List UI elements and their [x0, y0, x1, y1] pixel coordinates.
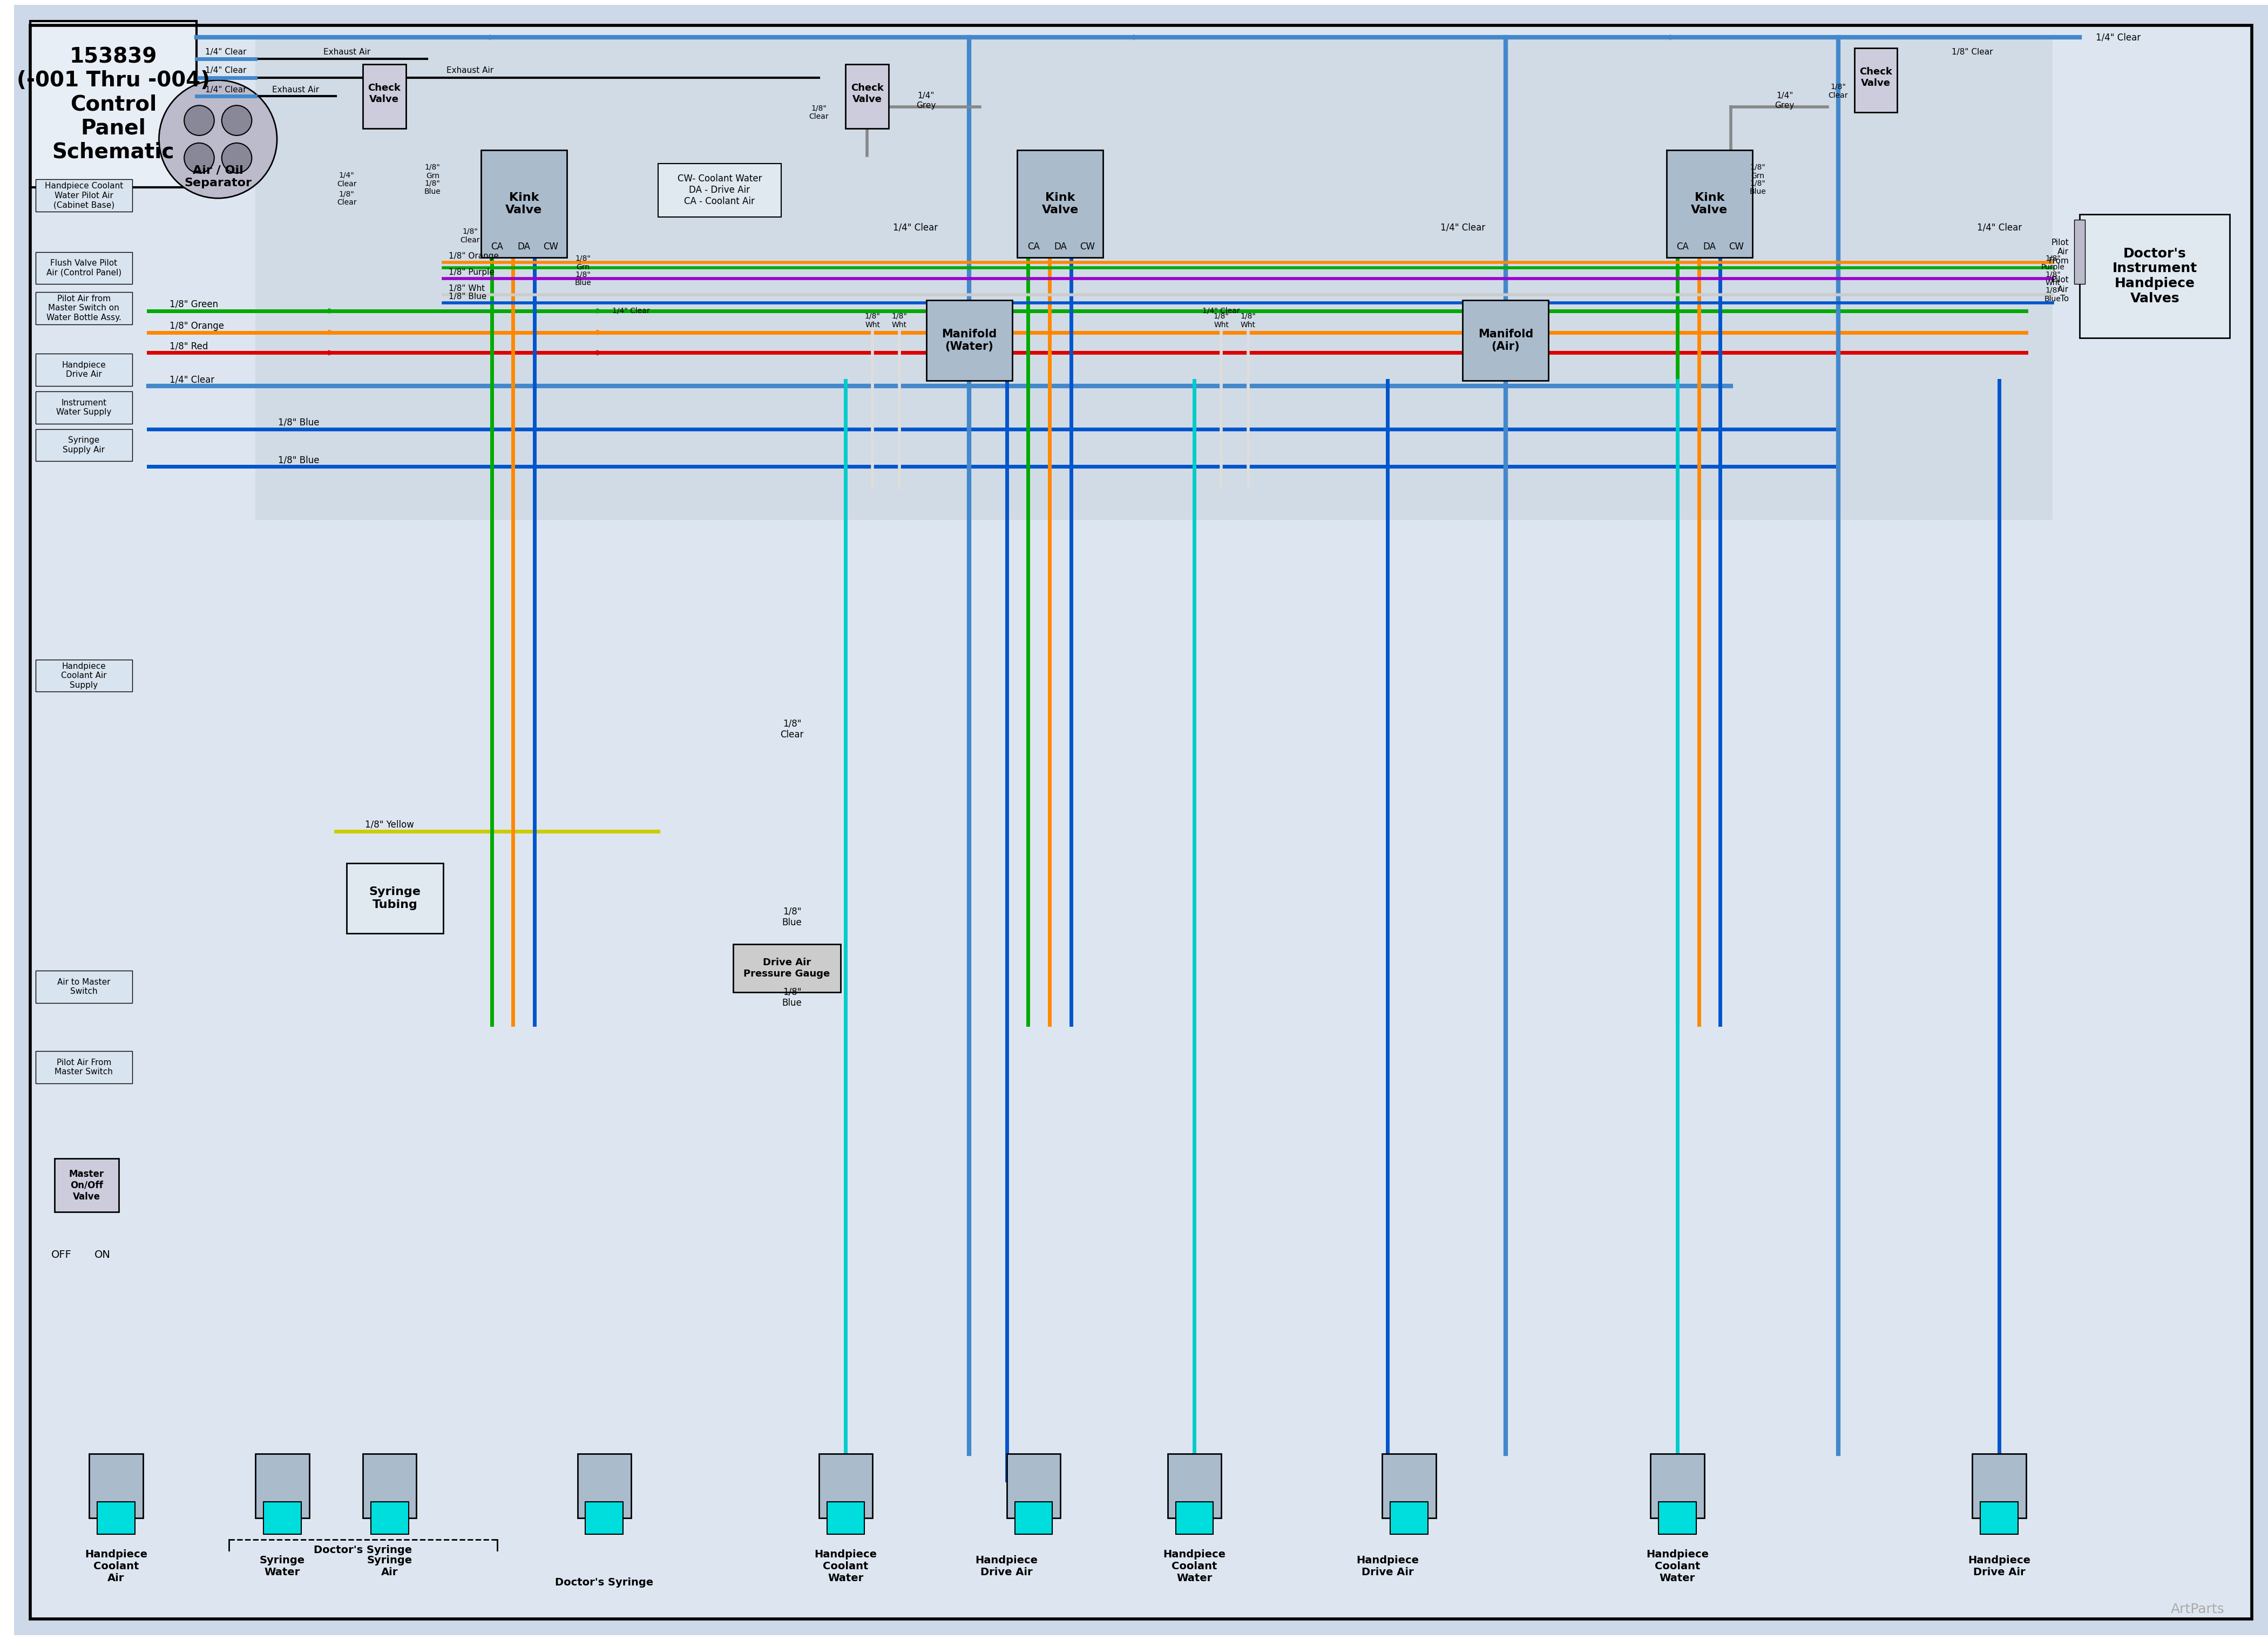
Text: 1/4"
Grey: 1/4" Grey — [916, 92, 937, 110]
Text: 1/4" Clear: 1/4" Clear — [1202, 307, 1241, 315]
Bar — [98, 1502, 134, 1533]
Circle shape — [222, 143, 252, 172]
Text: 1/4" Clear: 1/4" Clear — [206, 85, 247, 93]
Text: 1/8" Green: 1/8" Green — [170, 300, 218, 310]
Text: 153839
(-001 Thru -004)
Control
Panel
Schematic: 153839 (-001 Thru -004) Control Panel Sc… — [16, 46, 211, 162]
Text: 1/8" Blue: 1/8" Blue — [277, 456, 320, 464]
Text: ArtParts: ArtParts — [2170, 1602, 2225, 1615]
Text: Kink
Valve: Kink Valve — [1692, 192, 1728, 215]
Text: 1/8"
Clear: 1/8" Clear — [1828, 82, 1848, 98]
Text: CW: CW — [1728, 241, 1744, 251]
Bar — [1018, 149, 1102, 257]
Text: Kink
Valve: Kink Valve — [1041, 192, 1080, 215]
Text: 1/8" Blue: 1/8" Blue — [277, 418, 320, 428]
Bar — [1007, 1453, 1061, 1519]
Text: 1/8"
Clear: 1/8" Clear — [460, 228, 481, 244]
Text: 1/4" Clear: 1/4" Clear — [2096, 33, 2141, 43]
Bar — [2080, 215, 2229, 338]
Bar — [1658, 1502, 1696, 1533]
Bar — [1667, 149, 1753, 257]
Bar — [585, 1502, 624, 1533]
Text: Kink
Valve: Kink Valve — [506, 192, 542, 215]
Text: Master
On/Off
Valve: Master On/Off Valve — [68, 1169, 104, 1202]
Text: Handpiece
Drive Air: Handpiece Drive Air — [1969, 1555, 2030, 1578]
Bar — [263, 1502, 302, 1533]
Text: 1/8"
Wht: 1/8" Wht — [1241, 312, 1256, 328]
Text: 1/8" Yellow: 1/8" Yellow — [365, 820, 415, 830]
Bar — [88, 1453, 143, 1519]
Bar — [36, 179, 132, 212]
Text: Exhaust Air: Exhaust Air — [272, 85, 320, 93]
Bar — [2075, 220, 2084, 284]
Bar — [36, 354, 132, 385]
Text: 1/4" Clear: 1/4" Clear — [206, 67, 247, 74]
Text: Doctor's Syringe: Doctor's Syringe — [556, 1578, 653, 1588]
Text: CA: CA — [490, 241, 503, 251]
Bar — [29, 21, 197, 187]
Text: Check
Valve: Check Valve — [367, 84, 401, 103]
Text: Doctor's Syringe: Doctor's Syringe — [313, 1545, 413, 1555]
Bar — [36, 430, 132, 461]
Text: Exhaust Air: Exhaust Air — [324, 48, 370, 56]
Text: Manifold
(Water): Manifold (Water) — [941, 328, 996, 353]
Bar — [1855, 48, 1898, 113]
Text: Syringe
Air: Syringe Air — [367, 1555, 413, 1578]
Text: 1/8"
Grn: 1/8" Grn — [1751, 164, 1765, 179]
Bar — [36, 971, 132, 1004]
Text: 1/8" Clear: 1/8" Clear — [1953, 48, 1994, 56]
Text: Check
Valve: Check Valve — [1860, 67, 1892, 89]
Text: Pilot
Air
From: Pilot Air From — [2048, 238, 2068, 266]
Text: Pilot Air From
Master Switch: Pilot Air From Master Switch — [54, 1058, 113, 1076]
Bar — [1651, 1453, 1703, 1519]
Text: Air / Oil
Separator: Air / Oil Separator — [184, 166, 252, 189]
Text: 1/8"
Clear: 1/8" Clear — [810, 105, 828, 121]
Text: Air to Master
Switch: Air to Master Switch — [57, 977, 111, 995]
Circle shape — [222, 105, 252, 136]
Bar — [578, 1453, 631, 1519]
Text: OFF: OFF — [52, 1250, 73, 1260]
Text: 1/4"
Grey: 1/4" Grey — [1776, 92, 1794, 110]
Text: Pilot Air from
Master Switch on
Water Bottle Assy.: Pilot Air from Master Switch on Water Bo… — [45, 295, 120, 321]
Text: Handpiece
Coolant
Water: Handpiece Coolant Water — [1163, 1550, 1225, 1583]
Text: 1/8"
Grn: 1/8" Grn — [424, 164, 440, 179]
Bar — [1973, 1453, 2025, 1519]
Circle shape — [184, 105, 213, 136]
Text: DA: DA — [1703, 241, 1717, 251]
Bar — [54, 1158, 118, 1212]
Text: Syringe
Tubing: Syringe Tubing — [370, 887, 422, 910]
Text: Handpiece
Coolant Air
Supply: Handpiece Coolant Air Supply — [61, 663, 107, 689]
Text: 1/8"
Blue: 1/8" Blue — [424, 179, 440, 195]
Text: Check
Valve: Check Valve — [850, 84, 885, 103]
Text: Handpiece
Drive Air: Handpiece Drive Air — [61, 361, 107, 379]
Bar — [1168, 1453, 1220, 1519]
Text: Manifold
(Air): Manifold (Air) — [1479, 328, 1533, 353]
Text: 1/8"
Wht: 1/8" Wht — [2046, 271, 2062, 287]
Text: Handpiece Coolant
Water Pilot Air
(Cabinet Base): Handpiece Coolant Water Pilot Air (Cabin… — [45, 182, 122, 208]
Text: 1/8"
Wht: 1/8" Wht — [1213, 312, 1229, 328]
Text: Instrument
Water Supply: Instrument Water Supply — [57, 399, 111, 417]
Bar — [363, 1453, 417, 1519]
Bar — [347, 863, 442, 933]
Text: 1/4" Clear: 1/4" Clear — [612, 307, 651, 315]
Text: 1/8"
Grn: 1/8" Grn — [576, 254, 590, 271]
Text: 1/8" Blue: 1/8" Blue — [449, 292, 488, 300]
Bar — [256, 38, 2053, 520]
Text: 1/4" Clear: 1/4" Clear — [206, 48, 247, 56]
Bar — [1980, 1502, 2019, 1533]
Text: Drive Air
Pressure Gauge: Drive Air Pressure Gauge — [744, 958, 830, 979]
Text: 1/8" Wht: 1/8" Wht — [449, 284, 485, 292]
Bar — [36, 1051, 132, 1084]
Text: CA: CA — [1676, 241, 1690, 251]
Text: Handpiece
Drive Air: Handpiece Drive Air — [975, 1555, 1039, 1578]
Bar — [481, 149, 567, 257]
Text: Doctor's
Instrument
Handpiece
Valves: Doctor's Instrument Handpiece Valves — [2112, 248, 2198, 305]
Text: 1/8"
Blue: 1/8" Blue — [574, 271, 592, 287]
Text: 1/8"
Blue: 1/8" Blue — [782, 987, 803, 1009]
Text: 1/4"
Clear: 1/4" Clear — [338, 171, 356, 187]
Text: 1/8"
Blue: 1/8" Blue — [1749, 179, 1767, 195]
Bar — [1463, 300, 1549, 380]
Text: Exhaust Air: Exhaust Air — [447, 67, 494, 74]
Text: 1/8" Orange: 1/8" Orange — [170, 321, 225, 331]
Bar — [372, 1502, 408, 1533]
Text: 1/8"
Blue: 1/8" Blue — [782, 907, 803, 928]
